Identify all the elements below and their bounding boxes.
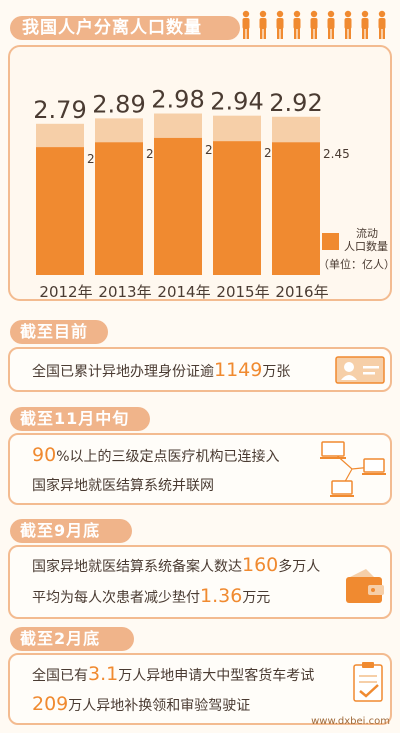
bar-flow [272, 142, 320, 275]
bar-chart: 2.792.362012年2.892.452013年2.982.532014年2… [33, 86, 395, 301]
section-heading-september: 截至9月底 [10, 519, 132, 543]
flow-value-label: 2.45 [323, 147, 350, 161]
info-line: 平均为每人次患者减少垫付1.36万元 [32, 585, 271, 607]
legend-swatch [322, 233, 339, 250]
section-heading-february: 截至2月底 [10, 627, 134, 651]
total-value-label: 2.89 [92, 90, 145, 118]
category-label: 2014年 [157, 283, 210, 301]
total-value-label: 2.79 [33, 96, 86, 124]
person-icon [276, 10, 284, 39]
section-heading-current: 截至目前 [10, 320, 108, 344]
person-icon [259, 10, 267, 39]
network-computers-icon [320, 441, 386, 497]
info-line: 全国已有3.1万人异地申请大中型客货车考试 [32, 663, 315, 685]
section-heading-november: 截至11月中旬 [10, 407, 150, 431]
total-value-label: 2.94 [210, 88, 263, 116]
info-box-medical: 90%以上的三级定点医疗机构已连接入 国家异地就医结算系统并联网 [8, 433, 392, 505]
person-icon [327, 10, 335, 39]
person-icon [344, 10, 352, 39]
total-value-label: 2.92 [269, 89, 322, 117]
info-line: 209万人异地补换领和审验驾驶证 [32, 693, 251, 715]
chart-panel: 2.792.362012年2.892.452013年2.982.532014年2… [8, 45, 395, 301]
wallet-icon [346, 569, 384, 603]
info-box-driving: 全国已有3.1万人异地申请大中型客货车考试 209万人异地补换领和审验驾驶证 [8, 653, 392, 725]
bar-total [272, 116, 320, 143]
bar-flow [36, 147, 84, 275]
category-label: 2013年 [98, 283, 151, 301]
bar-total [213, 115, 261, 142]
info-line: 国家异地就医结算系统备案人数达160多万人 [32, 554, 321, 576]
info-line: 国家异地就医结算系统并联网 [32, 478, 214, 494]
info-box-settlement: 国家异地就医结算系统备案人数达160多万人 平均为每人次患者减少垫付1.36万元 [8, 545, 392, 619]
bar-total [95, 118, 143, 143]
checklist-icon [353, 662, 383, 702]
category-label: 2015年 [216, 283, 269, 301]
bar-total [36, 123, 84, 148]
category-label: 2012年 [39, 283, 92, 301]
bar-flow [213, 141, 261, 275]
person-icon [310, 10, 318, 39]
bar-flow [95, 142, 143, 275]
person-icon [361, 10, 369, 39]
chart-title: 我国人户分离人口数量 [10, 16, 240, 40]
watermark: www.dxbei.com [311, 716, 390, 727]
legend-label: 流动 [356, 226, 378, 240]
bar-flow [154, 137, 202, 275]
bar-total [154, 113, 202, 138]
info-line: 90%以上的三级定点医疗机构已连接入 [32, 444, 280, 466]
total-value-label: 2.98 [151, 86, 204, 114]
id-card-icon [335, 356, 385, 384]
people-icon [242, 10, 386, 39]
info-line: 全国已累计异地办理身份证逾1149万张 [32, 359, 291, 381]
person-icon [378, 10, 386, 39]
legend-label: 人口数量 [344, 240, 388, 253]
person-icon [242, 10, 250, 39]
info-box-id-card: 全国已累计异地办理身份证逾1149万张 [8, 347, 392, 392]
person-icon [293, 10, 301, 39]
legend-unit: （单位：亿人） [318, 257, 394, 271]
category-label: 2016年 [275, 283, 328, 301]
